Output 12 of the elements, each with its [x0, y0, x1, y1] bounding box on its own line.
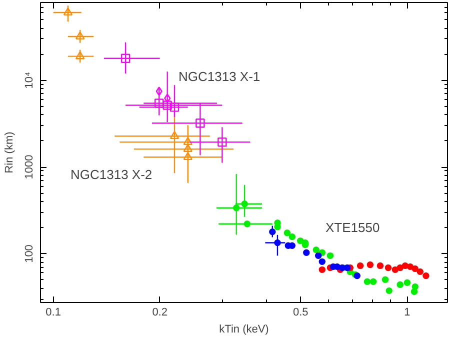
- y-tick-label: 1000: [24, 154, 36, 180]
- x-tick-label: 0.2: [152, 306, 168, 318]
- x-axis-title: kTin (keV): [219, 324, 269, 336]
- x-tick-label: 0.5: [293, 306, 308, 318]
- annotation: NGC1313 X-1: [178, 69, 260, 84]
- y-tick-label: 100: [24, 244, 36, 263]
- y-axis-title: Rin (km): [4, 132, 16, 174]
- y-tick-label: 10⁴: [24, 72, 36, 89]
- x-tick-label: 1: [404, 306, 410, 318]
- annotation: NGC1313 X-2: [70, 167, 152, 182]
- annotation: XTE1550: [326, 220, 380, 235]
- x-tick-label: 0.1: [46, 306, 61, 318]
